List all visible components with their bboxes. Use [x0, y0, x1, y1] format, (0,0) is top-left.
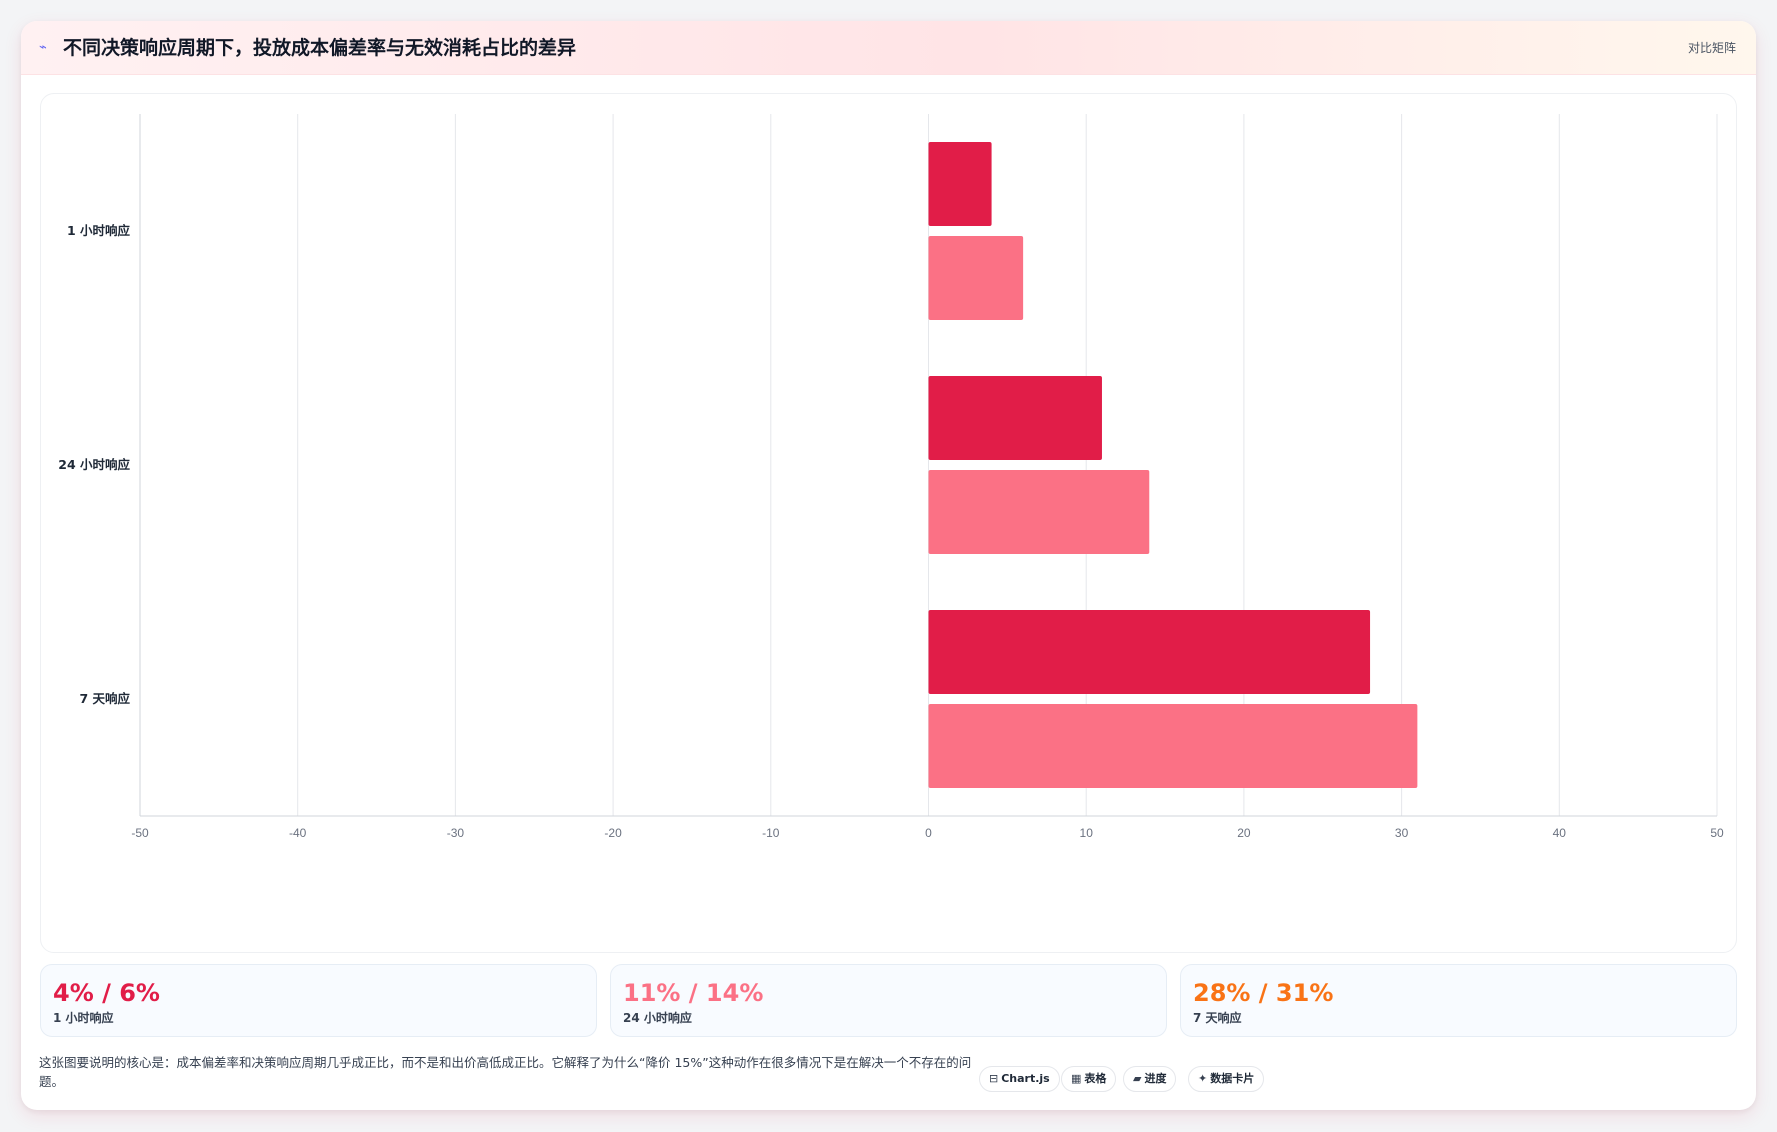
stat-value: 28% / 31%: [1193, 979, 1334, 1007]
chip-label: 表格: [1084, 1072, 1107, 1085]
sparkle-icon: ✦: [1198, 1072, 1208, 1085]
x-tick-label: 50: [1710, 826, 1724, 840]
chip-table[interactable]: ▦ 表格: [1061, 1066, 1117, 1092]
chip-label: 进度: [1144, 1072, 1167, 1085]
chip-progress[interactable]: ▰ 进度: [1123, 1066, 1177, 1092]
y-tick-label: 7 天响应: [79, 691, 130, 706]
bar: [928, 704, 1418, 788]
x-tick-label: 30: [1395, 826, 1409, 840]
bar: [928, 376, 1102, 460]
bar: [928, 142, 992, 226]
chip-chartjs[interactable]: ⊟ Chart.js: [979, 1066, 1060, 1092]
stat-value: 11% / 14%: [623, 979, 764, 1007]
chip-label: Chart.js: [1001, 1072, 1050, 1085]
x-tick-label: -20: [604, 826, 622, 840]
stat-label: 1 小时响应: [53, 1011, 114, 1025]
x-tick-label: -50: [131, 826, 149, 840]
chip-label: 数据卡片: [1210, 1072, 1255, 1085]
bar: [928, 236, 1024, 320]
chart-panel: -50 -40 -30 -20 -10 0 10 20 30 40 50 1 小时响应 24 小时响应 7…: [40, 93, 1737, 953]
bar: [928, 610, 1371, 694]
chart-note: 这张图要说明的核心是：成本偏差率和决策响应周期几乎成正比，而不是和出价高低成正比…: [39, 1055, 972, 1089]
card-header: ⌁ 不同决策响应周期下，投放成本偏差率与无效消耗占比的差异 对比矩阵: [21, 21, 1756, 75]
view-mode-tag[interactable]: 对比矩阵: [1687, 41, 1736, 55]
bar-chart: -50 -40 -30 -20 -10 0 10 20 30 40 50 1 小时响应 24 小时响应 7…: [58, 114, 1724, 840]
y-tick-label: 1 小时响应: [67, 223, 131, 238]
chart-card: ⌁ 不同决策响应周期下，投放成本偏差率与无效消耗占比的差异 对比矩阵 -50 -4…: [21, 21, 1756, 1110]
table-icon: ▦: [1071, 1072, 1082, 1085]
progress-icon: ▰: [1133, 1072, 1142, 1085]
x-tick-label: 20: [1237, 826, 1251, 840]
stat-card-1h: 4% / 6% 1 小时响应: [40, 964, 597, 1037]
x-tick-label: -40: [289, 826, 307, 840]
sparkline-icon: ⌁: [39, 40, 47, 55]
stat-card-24h: 11% / 14% 24 小时响应: [610, 964, 1167, 1037]
chart-title: 不同决策响应周期下，投放成本偏差率与无效消耗占比的差异: [63, 37, 577, 59]
bar: [928, 470, 1150, 554]
stat-card-7d: 28% / 31% 7 天响应: [1180, 964, 1737, 1037]
stat-label: 24 小时响应: [623, 1011, 692, 1025]
stat-value: 4% / 6%: [53, 979, 160, 1007]
x-tick-label: -30: [447, 826, 465, 840]
chart-icon: ⊟: [989, 1072, 999, 1085]
stat-label: 7 天响应: [1193, 1011, 1242, 1025]
x-tick-label: 0: [925, 826, 932, 840]
x-tick-label: 40: [1553, 826, 1567, 840]
chip-data-card[interactable]: ✦ 数据卡片: [1188, 1066, 1265, 1092]
x-tick-label: -10: [762, 826, 780, 840]
y-tick-label: 24 小时响应: [58, 457, 130, 472]
x-tick-label: 10: [1080, 826, 1094, 840]
